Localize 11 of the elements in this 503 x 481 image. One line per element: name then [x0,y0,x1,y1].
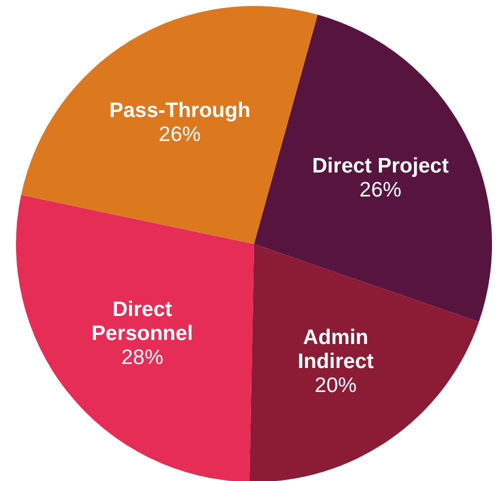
pie-slice [249,244,479,481]
slice-label: Pass-Through [109,98,250,122]
pie-slice [254,14,492,322]
slice-label: Direct Project [312,154,449,178]
data-label: 26% [158,122,201,146]
pie-slice [16,194,254,481]
slice-label: Admin Indirect [298,326,374,373]
data-label: 20% [314,374,357,397]
data-label: 26% [359,178,402,202]
data-label: 28% [121,345,164,368]
slice-label: Direct Personnel [91,297,194,344]
